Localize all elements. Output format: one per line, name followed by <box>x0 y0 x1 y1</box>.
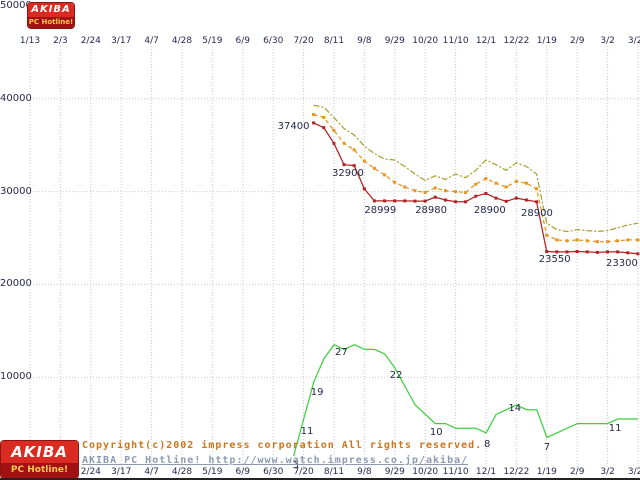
x-axis-label: 3/23 <box>627 467 640 477</box>
x-axis-label: 2/3 <box>53 36 68 46</box>
akiba-logo-text: AKIBA <box>1 441 78 463</box>
count-label: 14 <box>508 403 522 415</box>
x-axis-label: 6/9 <box>235 36 251 46</box>
count-label: 27 <box>335 346 348 358</box>
pc-hotline-logo-text: PC Hotline! <box>1 463 78 478</box>
count-label: 11 <box>608 422 622 434</box>
x-axis-label: 2/9 <box>569 36 585 46</box>
y-axis-label: 30000 <box>0 185 32 197</box>
y-axis-label: 10000 <box>0 371 32 383</box>
x-axis-label: 9/8 <box>357 36 372 46</box>
x-axis-label: 1/13 <box>19 36 41 46</box>
shop-count-line <box>292 343 639 457</box>
price-label: 37400 <box>277 120 310 132</box>
count-label: 19 <box>310 386 324 398</box>
x-axis-label: 3/2 <box>600 467 615 477</box>
x-axis-label: 7/20 <box>293 467 314 477</box>
price-label: 23550 <box>538 254 571 266</box>
price-label: 23300 <box>606 257 638 269</box>
count-label: 3 <box>292 460 299 472</box>
price-label: 28999 <box>364 204 397 216</box>
price-label: 28900 <box>521 207 553 219</box>
x-axis-label: 9/29 <box>384 36 405 46</box>
x-axis-label: 10/20 <box>412 467 439 477</box>
x-axis-label: 11/10 <box>442 467 469 477</box>
x-axis-label: 4/28 <box>171 36 193 46</box>
x-axis-label: 3/17 <box>111 467 132 477</box>
site-url-text[interactable]: AKIBA PC Hotline! http://www.watch.impre… <box>82 455 469 466</box>
x-axis-label: 5/19 <box>202 467 223 477</box>
x-axis-label: 3/2 <box>600 36 615 46</box>
x-axis-label: 4/7 <box>144 467 159 477</box>
x-axis-label: 3/23 <box>627 36 640 46</box>
x-axis-label: 4/28 <box>171 467 193 477</box>
count-label: 7 <box>543 441 551 453</box>
x-axis-label: 6/9 <box>235 467 251 477</box>
pc-hotline-logo-text: PC Hotline! <box>28 17 74 28</box>
bottom-border <box>0 478 640 480</box>
x-axis-label: 3/17 <box>111 36 132 46</box>
x-axis-label: 9/29 <box>384 467 405 477</box>
x-axis-label: 10/20 <box>412 36 439 46</box>
x-axis-label: 6/30 <box>263 467 284 477</box>
count-label: 22 <box>389 369 403 381</box>
x-axis-label: 12/1 <box>475 467 497 477</box>
x-axis-label: 12/1 <box>475 36 497 46</box>
copyright-text: Copyright(c)2002 impress corporation All… <box>82 440 483 451</box>
akiba-logo-text: AKIBA <box>28 3 74 17</box>
count-label: 10 <box>429 426 443 438</box>
y-axis-label: 40000 <box>0 92 32 104</box>
price-label: 32900 <box>332 167 364 179</box>
x-axis-label: 8/11 <box>323 467 345 477</box>
y-axis-label: 50000 <box>0 0 32 11</box>
count-label: 11 <box>300 425 314 437</box>
akiba-logo: AKIBA PC Hotline! <box>1 441 78 478</box>
x-axis-label: 1/19 <box>536 467 557 477</box>
low-price-line <box>313 122 638 255</box>
x-axis-label: 6/30 <box>263 36 284 46</box>
x-axis-label: 12/22 <box>503 36 530 46</box>
x-axis-label: 4/7 <box>144 36 159 46</box>
x-axis-label: 9/8 <box>357 467 372 477</box>
x-axis-label: 8/11 <box>323 36 345 46</box>
x-axis-label: 2/9 <box>569 467 585 477</box>
count-label: 8 <box>484 438 491 450</box>
price-label: 28900 <box>473 204 506 216</box>
y-axis-label: 20000 <box>0 278 32 290</box>
x-axis-label: 5/19 <box>202 36 223 46</box>
price-label: 28980 <box>415 205 447 217</box>
high-price-line <box>313 104 639 233</box>
x-axis-label: 1/19 <box>536 36 557 46</box>
x-axis-label: 2/24 <box>80 467 101 477</box>
x-axis-label: 11/10 <box>442 36 469 46</box>
akiba-badge: AKIBA PC Hotline! <box>28 3 74 28</box>
x-axis-label: 2/24 <box>80 36 101 46</box>
x-axis-label: 12/22 <box>503 467 530 477</box>
x-axis-label: 7/20 <box>293 36 314 46</box>
